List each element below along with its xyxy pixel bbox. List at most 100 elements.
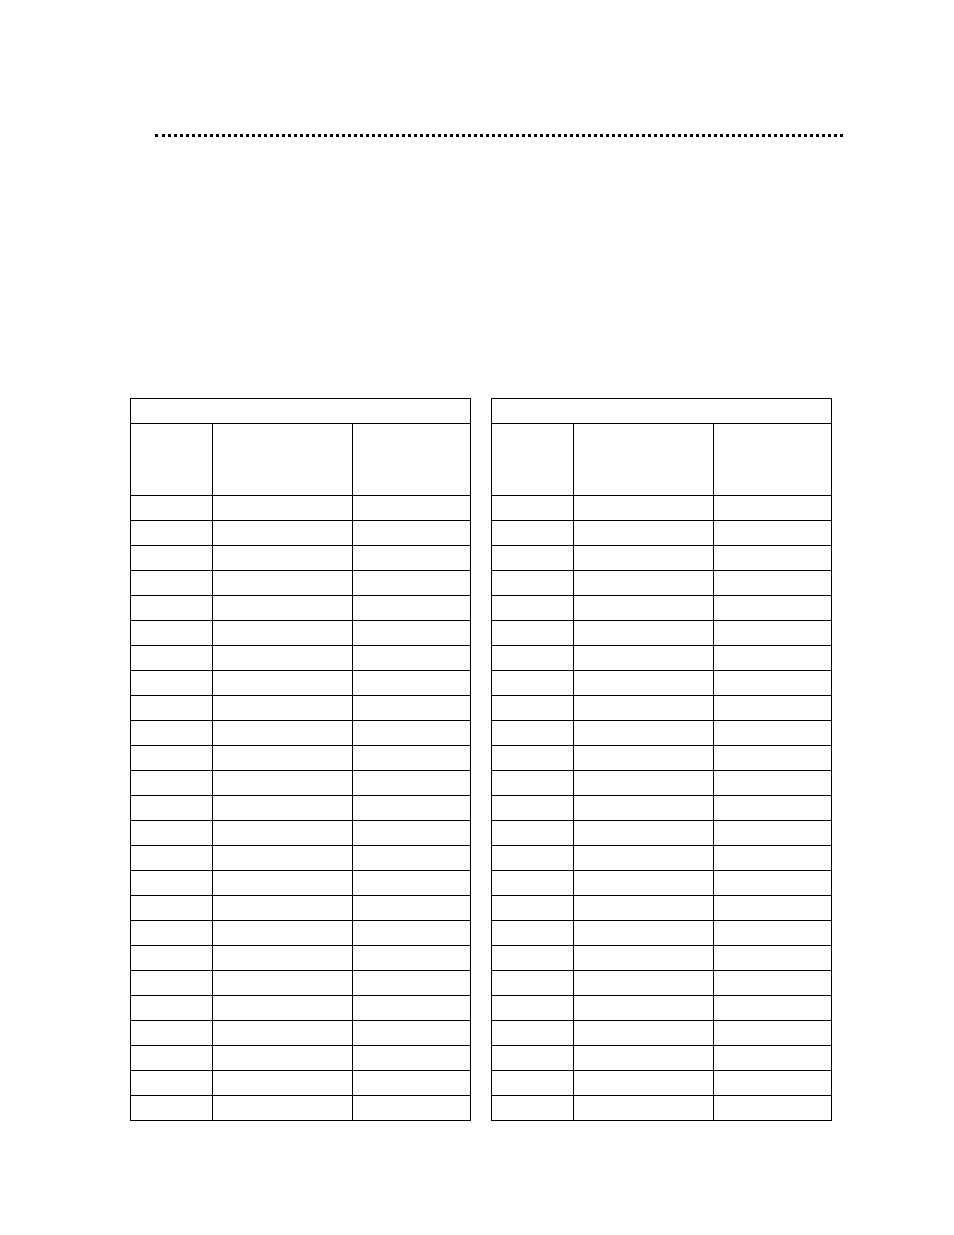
cell (714, 621, 832, 646)
cell (714, 521, 832, 546)
table-row (131, 821, 471, 846)
cell (353, 771, 471, 796)
cell (353, 996, 471, 1021)
table-row (492, 1096, 832, 1121)
right-table-title (492, 399, 832, 424)
cell (574, 1096, 714, 1121)
cell (714, 721, 832, 746)
left-table-title (131, 399, 471, 424)
cell (131, 596, 213, 621)
cell (353, 846, 471, 871)
table-row (492, 796, 832, 821)
cell (714, 746, 832, 771)
table-row (131, 596, 471, 621)
cell (131, 1046, 213, 1071)
right-table-body (492, 496, 832, 1121)
cell (492, 746, 574, 771)
cell (492, 796, 574, 821)
cell (574, 846, 714, 871)
table-row (492, 971, 832, 996)
cell (131, 871, 213, 896)
cell (714, 1046, 832, 1071)
cell (213, 921, 353, 946)
cell (574, 821, 714, 846)
right-table-col-0 (492, 424, 574, 496)
cell (574, 496, 714, 521)
table-row (492, 846, 832, 871)
table-row (492, 821, 832, 846)
cell (131, 671, 213, 696)
cell (213, 696, 353, 721)
cell (714, 671, 832, 696)
cell (131, 896, 213, 921)
cell (131, 921, 213, 946)
cell (574, 646, 714, 671)
cell (131, 996, 213, 1021)
cell (574, 921, 714, 946)
table-row (492, 946, 832, 971)
cell (574, 1021, 714, 1046)
table-row (492, 621, 832, 646)
table-row (131, 796, 471, 821)
cell (574, 1071, 714, 1096)
right-table (491, 398, 832, 1121)
table-row (492, 871, 832, 896)
cell (213, 1021, 353, 1046)
table-row (131, 1046, 471, 1071)
table-row (131, 946, 471, 971)
cell (353, 746, 471, 771)
table-row (131, 1021, 471, 1046)
table-row (131, 971, 471, 996)
table-header-row (492, 424, 832, 496)
right-table-col-2 (714, 424, 832, 496)
table-row (492, 896, 832, 921)
cell (131, 496, 213, 521)
cell (213, 721, 353, 746)
table-row (492, 646, 832, 671)
dotted-divider (155, 134, 843, 137)
cell (353, 1021, 471, 1046)
cell (353, 546, 471, 571)
cell (492, 671, 574, 696)
cell (492, 696, 574, 721)
cell (131, 571, 213, 596)
table-row (131, 696, 471, 721)
cell (131, 721, 213, 746)
cell (574, 521, 714, 546)
cell (353, 521, 471, 546)
cell (492, 621, 574, 646)
cell (213, 821, 353, 846)
cell (574, 571, 714, 596)
cell (353, 871, 471, 896)
cell (353, 496, 471, 521)
left-table (130, 398, 471, 1121)
table-row (131, 621, 471, 646)
cell (213, 1096, 353, 1121)
cell (714, 1071, 832, 1096)
table-row (492, 996, 832, 1021)
cell (574, 621, 714, 646)
cell (353, 1096, 471, 1121)
table-row (492, 746, 832, 771)
cell (213, 521, 353, 546)
cell (574, 1046, 714, 1071)
table-row (131, 896, 471, 921)
cell (213, 871, 353, 896)
cell (353, 596, 471, 621)
cell (714, 1096, 832, 1121)
cell (131, 546, 213, 571)
cell (353, 796, 471, 821)
left-table-col-1 (213, 424, 353, 496)
cell (492, 946, 574, 971)
cell (353, 621, 471, 646)
cell (213, 896, 353, 921)
cell (574, 546, 714, 571)
cell (714, 496, 832, 521)
table-row (492, 1021, 832, 1046)
table-title-row (492, 399, 832, 424)
cell (213, 1046, 353, 1071)
cell (714, 896, 832, 921)
cell (213, 621, 353, 646)
cell (131, 1096, 213, 1121)
cell (574, 671, 714, 696)
